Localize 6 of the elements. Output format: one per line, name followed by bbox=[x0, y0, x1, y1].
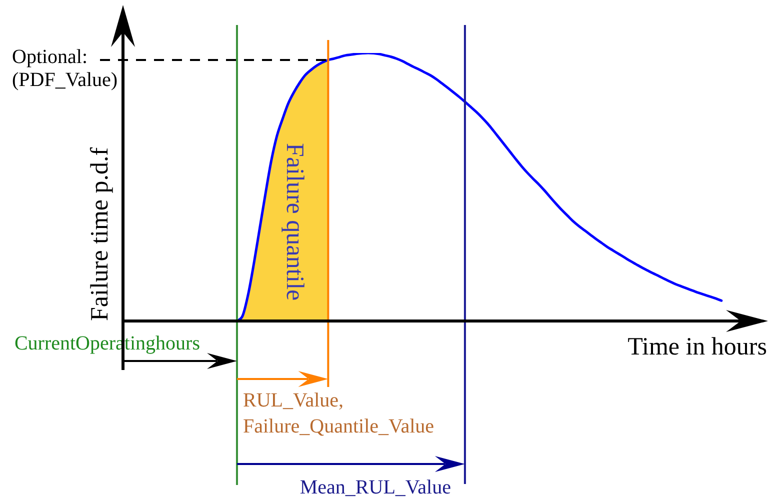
y-axis-title: Failure time p.d.f bbox=[86, 146, 114, 321]
text: Mean_RUL_Value bbox=[300, 476, 452, 498]
text: RUL_Value, Failure_Quantile_Value bbox=[242, 389, 434, 438]
x-axis-title: Time in hours bbox=[628, 334, 767, 361]
ref-line-label: Optional: (PDF_Value) bbox=[12, 46, 118, 92]
series-label: Failure quantile bbox=[280, 143, 308, 301]
